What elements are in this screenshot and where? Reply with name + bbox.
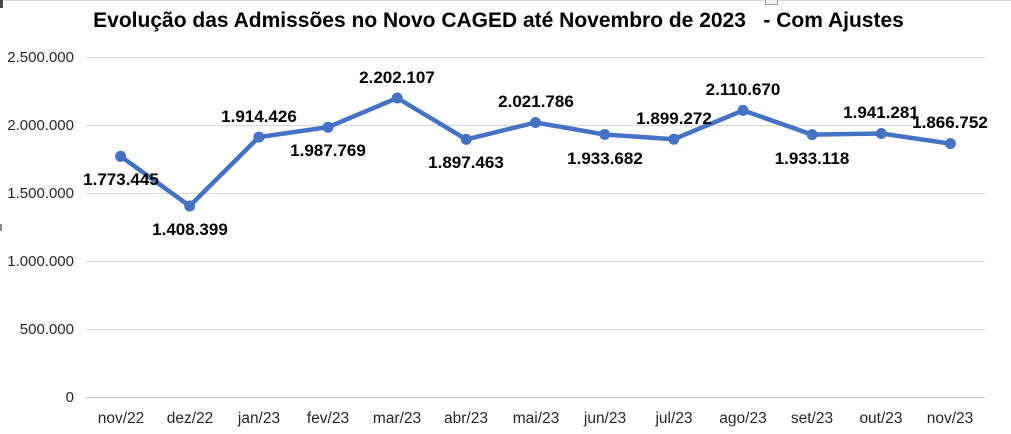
data-label: 1.897.463 [428, 153, 504, 172]
data-label: 1.933.682 [567, 149, 643, 168]
data-label: 1.408.399 [152, 220, 228, 239]
data-point-marker-mar/23 [391, 92, 403, 104]
data-point-marker-jan/23 [253, 131, 265, 143]
x-axis-tick-label: set/23 [790, 410, 834, 427]
screenshot-artifact [0, 224, 2, 231]
data-point-marker-out/23 [875, 128, 887, 139]
x-axis-tick-label: out/23 [859, 410, 903, 427]
data-point-marker-nov/22 [115, 150, 127, 162]
y-axis-tick-label: 0 [65, 389, 74, 406]
window-edge-artifact [0, 0, 1011, 1]
data-point-marker-mai/23 [530, 117, 541, 128]
selection-handle-artifact [765, 0, 778, 5]
x-axis-tick-label: abr/23 [444, 410, 488, 427]
data-point-marker-ago/23 [737, 104, 749, 116]
x-axis-tick-label: mar/23 [372, 410, 422, 427]
data-label: 1.914.426 [221, 107, 297, 126]
screenshot-artifact [0, 0, 3, 8]
x-axis-tick-label: mai/23 [512, 410, 560, 427]
y-axis-tick-label: 2.500.000 [7, 49, 74, 66]
x-axis-tick-label: jun/23 [583, 410, 627, 427]
data-point-marker-dez/22 [184, 200, 196, 212]
x-axis-tick-label: ago/23 [719, 410, 767, 427]
y-axis-tick-label: 500.000 [19, 321, 74, 338]
x-axis-tick-label: nov/23 [926, 410, 974, 427]
y-axis-tick-label: 2.000.000 [7, 117, 74, 134]
data-label: 2.202.107 [359, 68, 435, 87]
x-axis-tick-label: jan/23 [237, 410, 281, 427]
data-label: 1.866.752 [912, 113, 988, 132]
data-point-marker-set/23 [806, 129, 818, 141]
data-label: 1.773.445 [83, 170, 159, 189]
x-axis-tick-label: dez/22 [166, 410, 214, 427]
data-point-marker-jun/23 [599, 129, 611, 140]
data-label: 1.899.272 [636, 109, 712, 128]
data-point-marker-fev/23 [322, 121, 334, 133]
data-label: 1.933.118 [774, 149, 850, 168]
data-point-marker-abr/23 [460, 133, 472, 145]
data-point-marker-jul/23 [668, 133, 680, 145]
y-axis-tick-label: 1.500.000 [7, 185, 74, 202]
chart-title: Evolução das Admissões no Novo CAGED até… [93, 9, 904, 32]
data-point-marker-nov/23 [944, 138, 956, 150]
data-label: 1.987.769 [290, 141, 366, 160]
x-axis-tick-label: nov/22 [97, 410, 145, 427]
x-axis-tick-label: jul/23 [655, 410, 693, 427]
x-axis-tick-label: fev/23 [306, 410, 350, 427]
data-label: 2.110.670 [705, 80, 781, 99]
data-label: 1.941.281 [843, 103, 919, 122]
data-label: 2.021.786 [498, 92, 574, 111]
y-axis-tick-label: 1.000.000 [7, 253, 74, 270]
